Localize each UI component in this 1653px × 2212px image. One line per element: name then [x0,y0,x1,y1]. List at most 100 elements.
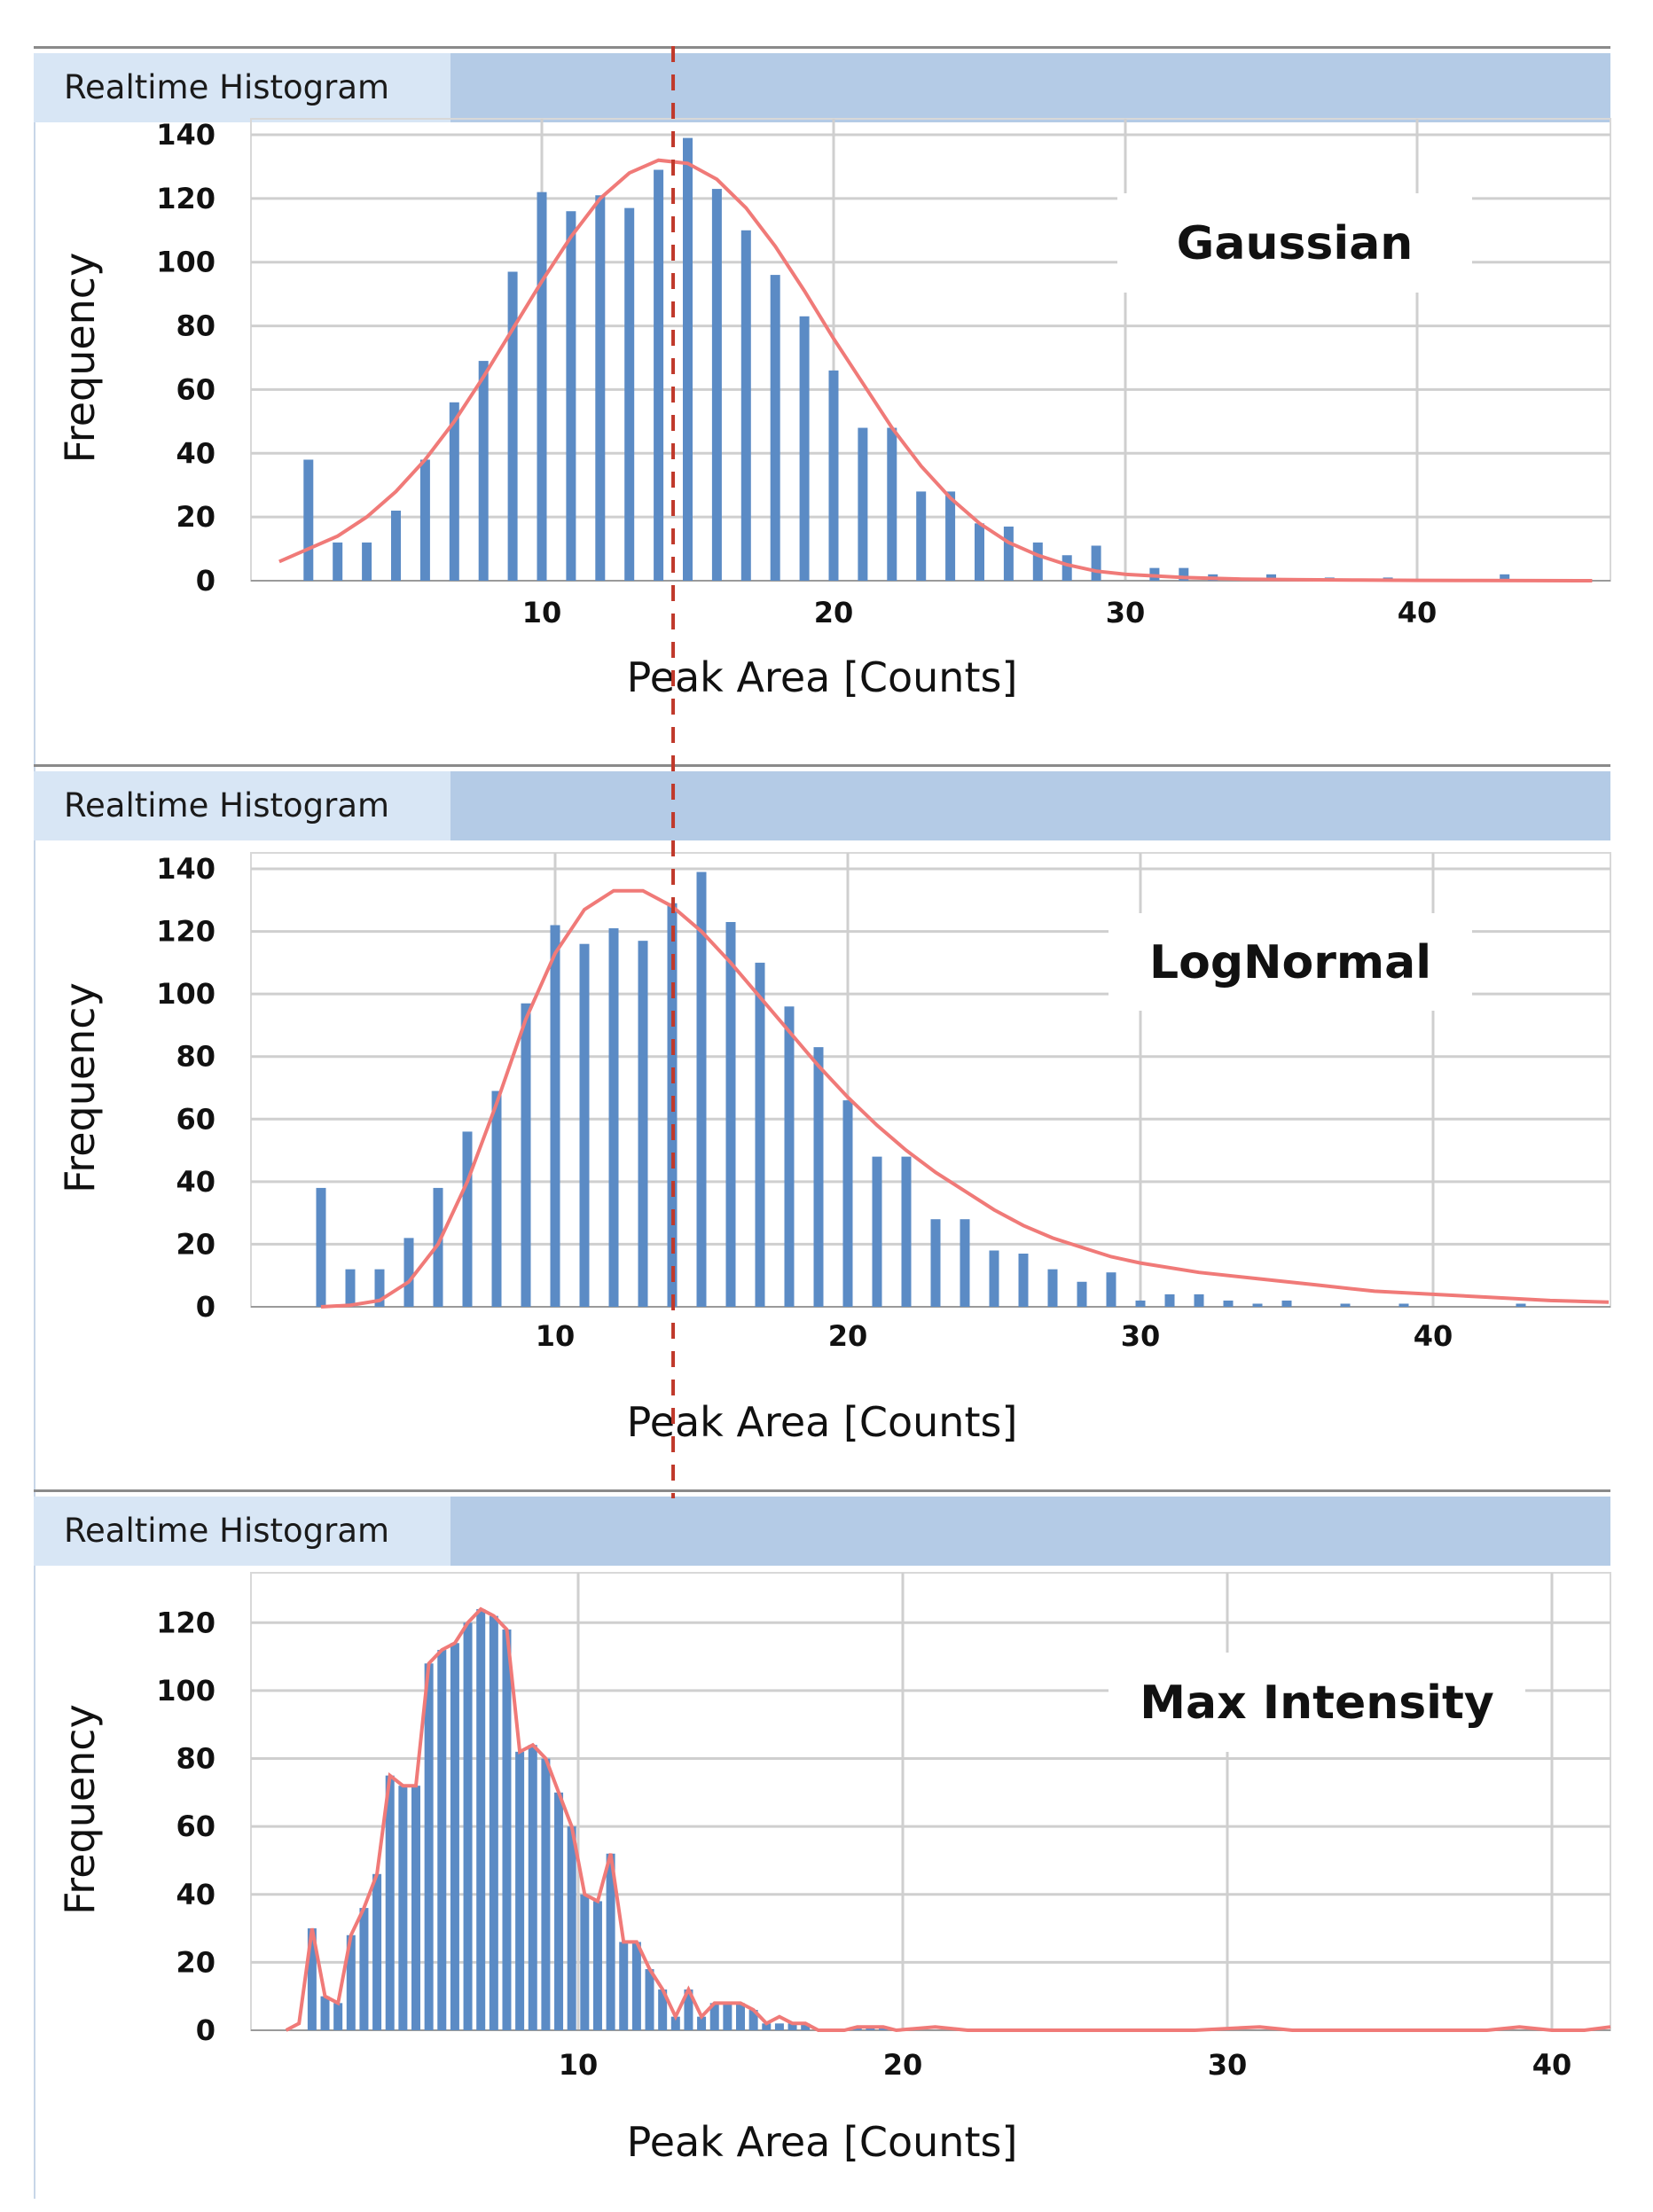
histogram-bar [1032,542,1043,581]
histogram-bar [667,903,678,1307]
histogram-bar [579,943,590,1307]
x-tick-label: 40 [1398,596,1438,629]
histogram-bar [960,1219,970,1307]
histogram-bar [683,137,693,581]
histogram-bar [398,1786,408,2030]
x-tick-label: 30 [1106,596,1146,629]
x-tick-label: 30 [1208,2048,1248,2082]
histogram-bar [842,1100,853,1307]
histogram-bar [799,316,810,581]
histogram-bar [1047,1269,1058,1307]
histogram-bar [887,427,897,581]
histogram-bar [1091,545,1101,581]
histogram-bar [567,1826,576,2030]
histogram-panel-lognormal: Realtime Histogram 0 20 40 60 80 100 120 140 10 2… [34,764,1611,1493]
y-tick-label: 100 [156,1674,215,1708]
histogram-bar [1062,555,1072,581]
histogram-bar [901,1156,912,1307]
histogram-bar [989,1250,999,1307]
x-tick-label: 10 [536,1319,576,1353]
histogram-bar [858,427,868,581]
histogram-bar [740,230,751,581]
y-tick-label: 20 [176,500,215,534]
left-border-line [34,115,35,2199]
histogram-bar [333,542,343,581]
x-tick-label: 20 [828,1319,868,1353]
histogram-bar [774,2023,784,2030]
histogram-bar [566,211,576,581]
x-axis-title: Peak Area [Counts] [627,2118,1018,2166]
histogram-bar [303,459,314,581]
histogram-bar [374,1269,385,1307]
histogram-bar [362,542,372,581]
y-tick-label: 80 [176,1742,215,1776]
y-tick-label: 120 [156,915,215,949]
x-axis-title: Peak Area [Counts] [627,1398,1018,1446]
histogram-bar [502,1629,512,2030]
histogram-bar [1340,1303,1351,1307]
histogram-bar [624,207,635,581]
fit-curve [278,158,1593,582]
histogram-bar [528,1745,537,2030]
distribution-badge [1117,193,1472,293]
histogram-chart-gaussian: 0 20 40 60 80 100 120 140 10 20 30 40 Peak Area [Cou… [56,118,1611,701]
histogram-bar [725,921,736,1307]
panel-top-line [34,764,1610,767]
y-tick-label: 40 [176,436,215,470]
histogram-bar [723,2003,732,2030]
histogram-bar [711,189,722,582]
histogram-bar [595,195,606,581]
histogram-bar [580,1894,590,2030]
histogram-bar [770,275,780,581]
panel-title: Realtime Histogram [34,53,450,122]
histogram-bar [489,1615,498,2030]
histogram-bar [916,491,927,581]
x-tick-label: 30 [1121,1319,1161,1353]
fit-curve [285,1606,1611,2033]
histogram-bar [411,1786,420,2030]
y-tick-label: 140 [156,118,215,152]
panel-title: Realtime Histogram [34,1497,450,1566]
y-tick-label: 0 [196,1290,215,1324]
histogram-bar [1106,1272,1116,1307]
distribution-badge [1109,913,1472,1011]
histogram-panel-gaussian: Realtime Histogram 0 20 40 60 80 100 120 140 10 2… [34,46,1611,764]
histogram-bar [631,1942,641,2030]
histogram-bar [784,1006,795,1307]
panel-title: Realtime Histogram [34,771,450,840]
histogram-bar [1003,526,1014,581]
histogram-bar [1252,1303,1263,1307]
y-tick-label: 100 [156,977,215,1011]
y-axis-title: Frequency [56,253,104,464]
histogram-bar [316,1187,326,1307]
histogram-bar [359,1908,369,2030]
x-tick-label: 40 [1532,2048,1572,2082]
histogram-bar [748,2010,758,2030]
histogram-bar [385,1775,395,2030]
histogram-bar [638,941,648,1307]
histogram-bar [787,2023,797,2030]
histogram-bar [403,1238,414,1307]
histogram-chart-lognormal: 0 20 40 60 80 100 120 140 10 20 30 40 Peak Area [Cou… [56,852,1611,1446]
x-tick-label: 10 [559,2048,599,2082]
histogram-bar [619,1942,629,2030]
panel-top-line [34,1489,1610,1492]
histogram-bar [670,2016,680,2030]
y-tick-label: 120 [156,182,215,215]
histogram-bar [521,1003,531,1307]
histogram-bar [333,2003,343,2030]
y-tick-label: 100 [156,246,215,279]
histogram-bar [554,1792,564,2030]
histogram-bar [541,1758,551,2030]
histogram-bar [658,1989,668,2030]
histogram-bar [813,1047,824,1307]
histogram-bar [828,370,839,581]
histogram-bar [1266,574,1276,581]
histogram-bar [437,1649,447,2030]
histogram-bar [1077,1281,1087,1307]
histogram-bar [736,2003,745,2030]
histogram-bar [592,1901,602,2030]
histogram-bar [1281,1300,1292,1307]
histogram-bar [1398,1303,1409,1307]
y-tick-label: 80 [176,1040,215,1074]
